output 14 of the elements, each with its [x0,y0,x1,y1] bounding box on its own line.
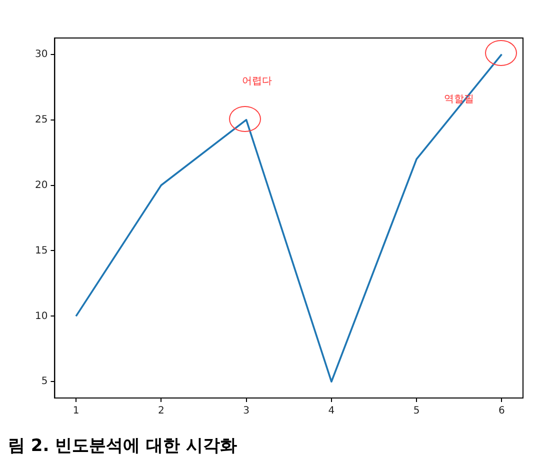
x-tick-label: 3 [243,406,250,417]
text: 림 2. 빈도분석에 대한 시각화 [8,435,238,457]
y-tick-label: 5 [41,376,48,388]
annotation: 어렵다 [242,75,272,88]
y-tick-label: 30 [34,48,48,60]
x-tick-label: 1 [72,406,80,417]
x-tick-label: 2 [158,406,164,417]
y-tick-label: 10 [34,310,48,322]
x-tick-label: 6 [498,406,505,417]
y-tick-label: 15 [34,245,48,256]
y-tick-label: 20 [34,180,48,191]
y-tick-label: 25 [34,114,48,126]
x-tick-label: 4 [328,406,335,417]
x-tick-label: 5 [413,406,420,417]
